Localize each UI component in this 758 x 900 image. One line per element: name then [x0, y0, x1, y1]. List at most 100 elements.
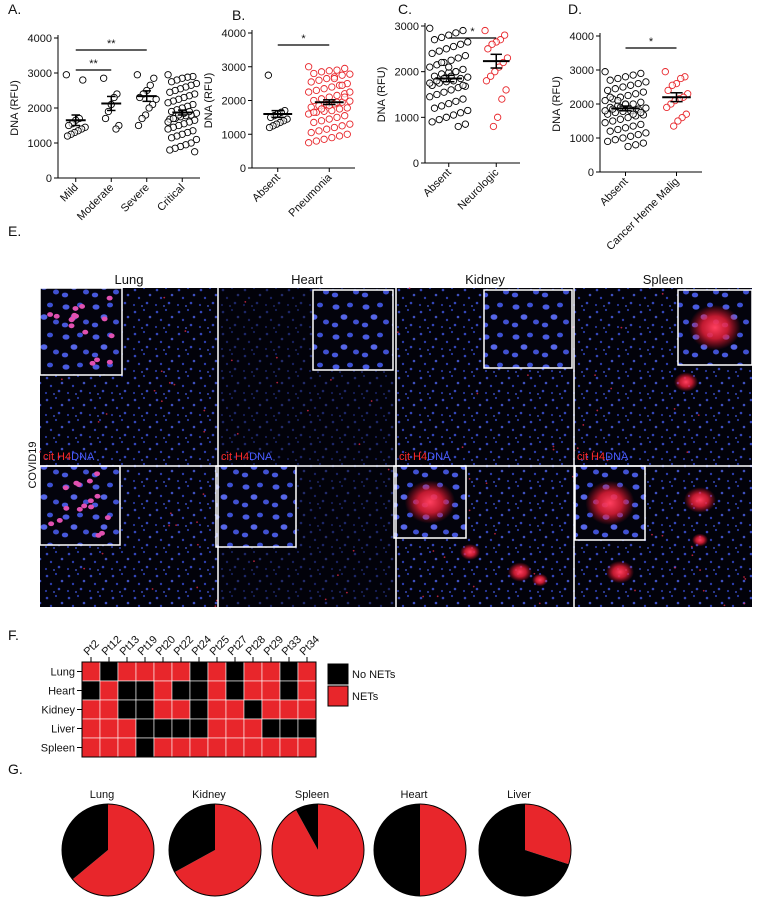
- inset-signal: [98, 530, 105, 536]
- heatmap-cell: [225, 718, 245, 739]
- data-point: [166, 88, 174, 96]
- data-point: [456, 109, 465, 117]
- signal-dot: [620, 326, 623, 329]
- data-point: [164, 118, 172, 126]
- signal-dot: [370, 400, 373, 402]
- signal-dot: [275, 356, 278, 359]
- signal-dot: [743, 576, 745, 578]
- heatmap-cell: [189, 737, 209, 758]
- y-tick-label: 3000: [395, 21, 419, 33]
- data-point: [430, 36, 439, 44]
- data-point: [604, 137, 612, 146]
- data-point: [611, 85, 619, 93]
- data-point: [150, 74, 158, 82]
- heatmap-cell: [99, 680, 119, 701]
- y-tick-label: 2000: [222, 96, 246, 108]
- signal-dot: [592, 450, 595, 453]
- column-label: Pt34: [298, 634, 322, 658]
- signal-dot: [661, 292, 664, 295]
- signal-dot: [196, 521, 198, 524]
- data-point: [169, 114, 178, 123]
- y-axis-title: DNA (RFU): [203, 73, 215, 129]
- inset-signal: [89, 360, 96, 366]
- signal-dot: [723, 604, 726, 607]
- data-point: [428, 118, 436, 126]
- signal-dot: [236, 432, 239, 435]
- signal-dot: [169, 512, 172, 515]
- pie-title: Spleen: [295, 789, 329, 801]
- heatmap-cell: [279, 661, 299, 682]
- data-point: [335, 105, 344, 113]
- heatmap-cell: [153, 661, 173, 682]
- data-point: [461, 52, 470, 60]
- y-tick-label: 1000: [28, 138, 52, 150]
- inset-signal: [104, 515, 111, 521]
- heatmap-cell: [135, 661, 155, 682]
- data-point: [642, 104, 650, 112]
- heatmap-cell: [189, 661, 209, 682]
- data-point: [304, 63, 313, 71]
- inset-signal: [106, 295, 113, 301]
- signal-dot: [151, 588, 154, 590]
- signal-dot: [552, 448, 555, 451]
- y-tick-label: 1000: [570, 133, 594, 145]
- data-point: [634, 79, 642, 88]
- data-point: [100, 74, 108, 82]
- heatmap-cell: [297, 718, 317, 739]
- y-tick-label: 2000: [28, 103, 52, 115]
- heatmap-cell: [207, 737, 227, 758]
- data-point: [488, 40, 496, 48]
- panel-label: F.: [8, 627, 19, 643]
- data-point: [346, 88, 354, 96]
- heatmap-cell: [207, 699, 227, 720]
- data-point: [133, 71, 142, 79]
- data-point: [442, 113, 451, 121]
- heatmap-cell: [81, 699, 101, 720]
- data-point: [323, 74, 331, 83]
- data-point: [192, 135, 201, 144]
- inset-signal: [88, 504, 95, 510]
- signal-dot: [673, 408, 676, 410]
- signal-dot: [396, 331, 399, 334]
- signal-dot: [594, 374, 596, 376]
- data-point: [338, 71, 346, 79]
- data-point: [317, 68, 326, 76]
- data-point: [333, 113, 341, 122]
- row-label: Lung: [51, 667, 75, 679]
- data-point: [307, 78, 315, 86]
- heatmap-cell: [243, 661, 263, 682]
- inset-signal: [86, 478, 93, 484]
- pie-slice: [420, 804, 466, 896]
- inset-signal: [101, 316, 108, 322]
- panel-label: B.: [232, 7, 245, 23]
- stain-label: cit H4DNA: [43, 451, 95, 463]
- heatmap-cell: [261, 661, 281, 682]
- pie-title: Liver: [507, 789, 531, 801]
- pie-slice: [61, 804, 108, 880]
- signal-dot: [345, 591, 348, 594]
- significance-label: *: [470, 26, 475, 38]
- heatmap-cell: [153, 737, 173, 758]
- data-point: [304, 139, 313, 147]
- signal-dot: [306, 409, 309, 412]
- inset-nuclei: [40, 466, 120, 545]
- signal-dot: [476, 392, 479, 395]
- pie-slice: [169, 804, 215, 873]
- data-point: [426, 93, 434, 101]
- data-point: [452, 29, 460, 37]
- signal-dot: [253, 560, 255, 563]
- heatmap-cell: [261, 718, 281, 739]
- data-point: [606, 93, 614, 101]
- heatmap-cell: [135, 680, 155, 701]
- data-point: [145, 104, 153, 112]
- legend-swatch: [327, 685, 349, 707]
- data-point: [346, 97, 354, 105]
- signal-dot: [168, 381, 171, 384]
- stain-label: cit H4DNA: [399, 451, 451, 463]
- heatmap-cell: [189, 699, 209, 720]
- y-tick-label: 3000: [570, 65, 594, 77]
- heatmap-cell: [81, 661, 101, 682]
- data-point: [611, 136, 619, 144]
- data-point: [138, 114, 146, 123]
